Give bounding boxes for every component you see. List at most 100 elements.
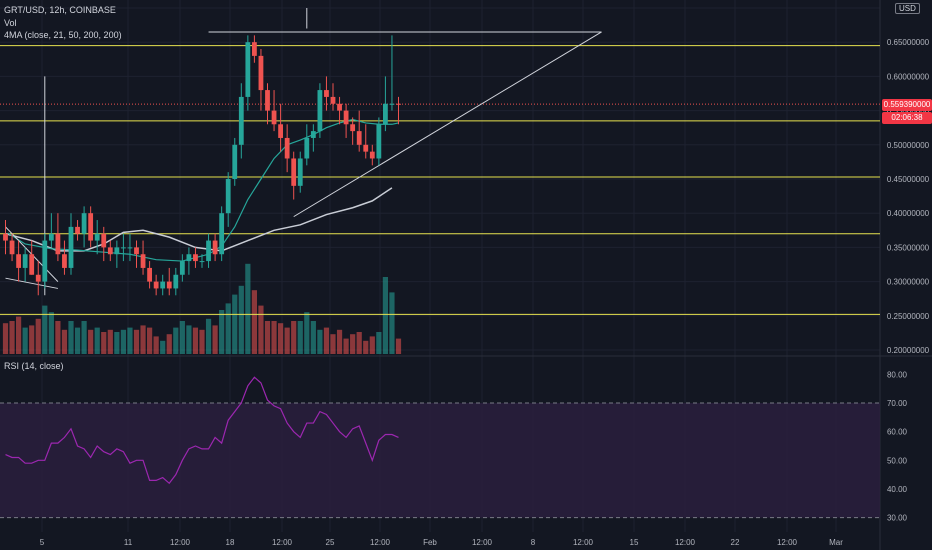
- candle-body: [291, 158, 297, 186]
- volume-bar: [94, 327, 100, 354]
- candle-body: [317, 90, 323, 132]
- candle-body: [304, 137, 310, 159]
- volume-bar: [330, 334, 336, 354]
- candle-body: [62, 254, 67, 268]
- price-axis-label: 0.30000000: [887, 278, 930, 287]
- volume-bar: [81, 321, 87, 354]
- volume-bar: [323, 327, 330, 354]
- volume-bar: [389, 292, 395, 354]
- time-axis-label: Mar: [829, 538, 843, 547]
- rsi-axis-label: 60.00: [887, 428, 908, 437]
- volume-bar: [29, 325, 35, 354]
- time-axis-label: 12:00: [170, 538, 191, 547]
- volume-bar: [192, 327, 199, 354]
- candle-body: [75, 226, 80, 234]
- candle-body: [376, 124, 382, 159]
- trend-line: [293, 31, 602, 218]
- volume-bar: [166, 334, 172, 354]
- volume-bar: [238, 285, 244, 354]
- volume-bar: [153, 336, 159, 354]
- ma21-line: [7, 118, 399, 262]
- price-axis-label: 0.20000000: [887, 346, 930, 355]
- time-axis-label: 5: [40, 538, 45, 547]
- candle-body: [9, 240, 15, 255]
- rsi-line: [5, 376, 399, 485]
- ma-legend[interactable]: 4MA (close, 21, 50, 200, 200): [4, 30, 122, 40]
- candle-body: [160, 281, 166, 289]
- volume-bar: [2, 323, 9, 354]
- currency-button[interactable]: USD: [895, 3, 920, 14]
- candle-body: [356, 131, 362, 145]
- candle-body: [186, 254, 192, 262]
- volume-bar: [140, 325, 146, 354]
- candle-body: [363, 144, 369, 152]
- candle-body: [271, 110, 277, 125]
- candle-body: [114, 247, 120, 255]
- candle-body: [134, 247, 139, 255]
- candle-body: [297, 158, 303, 186]
- rsi-axis-label: 30.00: [887, 514, 908, 523]
- candle-body: [179, 261, 185, 275]
- candle-body: [88, 213, 94, 241]
- candle-body: [337, 103, 342, 111]
- candle-body: [245, 42, 251, 97]
- volume-bar: [278, 323, 284, 354]
- rsi-axis-label: 80.00: [887, 370, 908, 379]
- last-price-tag: 0.559390000: [882, 99, 932, 111]
- candle-body: [258, 55, 264, 91]
- candle-body: [284, 137, 290, 159]
- candle-body: [330, 96, 336, 104]
- volume-bar: [284, 327, 290, 354]
- price-axis-label: 0.60000000: [887, 72, 930, 81]
- volume-bar: [88, 329, 94, 354]
- candle-body: [35, 274, 41, 282]
- time-axis-label: 12:00: [472, 538, 493, 547]
- candle-body: [265, 90, 270, 111]
- candle-body: [350, 124, 356, 132]
- candle-body: [29, 254, 35, 275]
- volume-bar: [251, 290, 257, 354]
- candle-body: [343, 110, 349, 125]
- volume-bar: [232, 294, 238, 354]
- volume-bar: [245, 263, 251, 354]
- volume-bar: [310, 321, 316, 354]
- candle-body: [147, 267, 152, 282]
- ma50-line: [5, 187, 393, 252]
- volume-bar: [225, 303, 231, 354]
- volume-bar: [179, 321, 185, 354]
- volume-legend[interactable]: Vol: [4, 18, 17, 28]
- volume-bar: [336, 329, 343, 354]
- volume-bar: [317, 329, 323, 354]
- volume-bar: [68, 321, 74, 354]
- candle-body: [199, 261, 205, 263]
- candle-body: [324, 90, 329, 97]
- volume-bar: [363, 340, 369, 354]
- trend-line: [5, 277, 58, 289]
- volume-bar: [382, 277, 388, 354]
- volume-bar: [160, 340, 166, 354]
- rsi-axis-label: 40.00: [887, 485, 908, 494]
- candle-body: [166, 281, 172, 289]
- volume-bar: [107, 329, 113, 354]
- candle-body: [127, 247, 133, 249]
- candle-body: [238, 96, 244, 145]
- rsi-axis-label: 50.00: [887, 456, 908, 465]
- rsi-axis-label: 70.00: [887, 399, 908, 408]
- candle-body: [219, 213, 225, 255]
- volume-bar: [350, 334, 356, 354]
- candle-body: [278, 124, 283, 138]
- rsi-legend[interactable]: RSI (14, close): [4, 361, 64, 371]
- volume-bar: [258, 305, 264, 354]
- volume-bar: [199, 329, 205, 354]
- candle-body: [206, 240, 211, 262]
- volume-bar: [61, 329, 68, 354]
- volume-bar: [133, 329, 140, 354]
- candle-body: [369, 151, 375, 159]
- candle-body: [232, 144, 238, 179]
- candle-body: [193, 254, 198, 262]
- volume-bar: [186, 325, 192, 354]
- candle-body: [389, 103, 395, 105]
- volume-bar: [304, 312, 310, 354]
- symbol-legend[interactable]: GRT/USD, 12h, COINBASE: [4, 5, 116, 15]
